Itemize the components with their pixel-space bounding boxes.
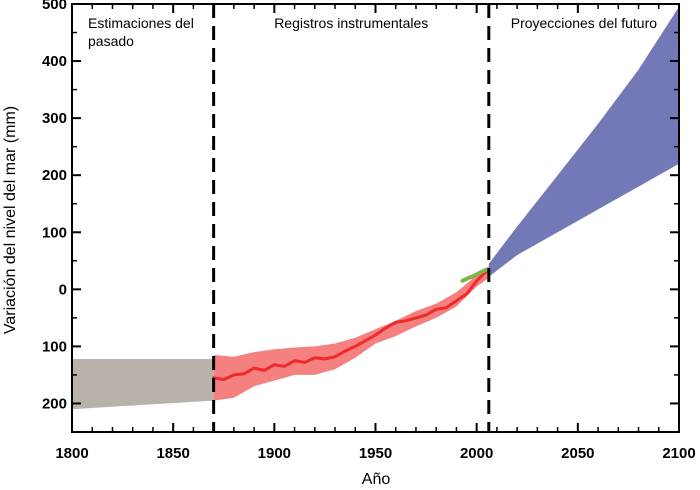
x-tick-label-1800: 1800 [55,445,88,462]
y-tick-label--200: 200 [42,395,67,412]
x-tick-label-1900: 1900 [258,445,291,462]
x-tick-layer: 1800 1850 1900 1950 2000 2050 2100 [55,4,696,462]
y-tick-label-500: 500 [42,0,67,13]
region-label-0-line-1: pasado [88,33,134,49]
y-tick-label-400: 400 [42,53,67,70]
y-tick-layer: 500 400 300 200 100 0 100 200 [42,0,679,412]
series-0-estimaciones-del-pasado-band [72,359,214,410]
x-tick-label-1950: 1950 [359,445,392,462]
x-tick-label-2100: 2100 [662,445,695,462]
x-tick-label-1850: 1850 [156,445,189,462]
series-layer [72,6,679,410]
series-3-observaciones-satelitales-line [460,267,489,283]
series-4-proyecciones-del-futuro-band [488,6,679,277]
region-label-layer: Estimaciones del pasado Registros instrume… [88,15,657,49]
y-tick-label--100: 100 [42,338,67,355]
divider-layer [212,4,491,432]
y-tick-label-200: 200 [42,167,67,184]
region-label-2-line-0: Proyecciones del futuro [511,15,658,31]
series-2-registros-instrumentales-line [212,269,489,381]
region-label-0-line-0: Estimaciones del [88,15,194,31]
x-axis-title: Año [362,471,391,488]
series-1-incertidumbre-de-registros-instrumentales-band [213,266,489,401]
region-label-1-line-0: Registros instrumentales [274,15,428,31]
y-tick-label-300: 300 [42,110,67,127]
y-axis-title: Variación del nivel del mar (mm) [2,106,19,334]
y-tick-label-0: 0 [59,281,67,298]
x-tick-label-2050: 2050 [561,445,594,462]
y-tick-label-100: 100 [42,224,67,241]
x-tick-label-2000: 2000 [460,445,493,462]
